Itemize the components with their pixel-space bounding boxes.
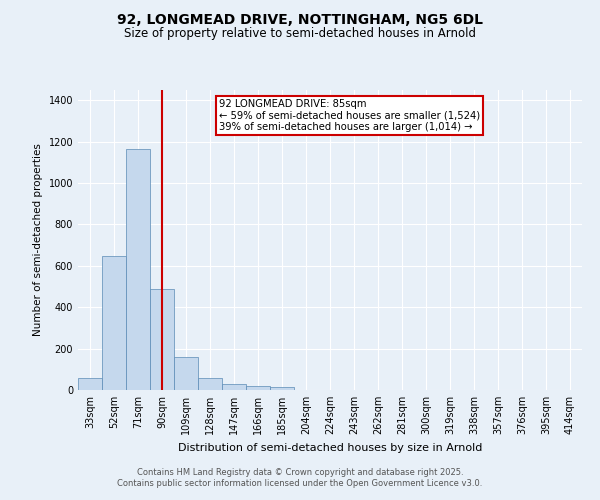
- Bar: [198, 378, 222, 390]
- Text: Contains HM Land Registry data © Crown copyright and database right 2025.
Contai: Contains HM Land Registry data © Crown c…: [118, 468, 482, 487]
- Y-axis label: Number of semi-detached properties: Number of semi-detached properties: [33, 144, 43, 336]
- X-axis label: Distribution of semi-detached houses by size in Arnold: Distribution of semi-detached houses by …: [178, 442, 482, 452]
- Text: 92 LONGMEAD DRIVE: 85sqm
← 59% of semi-detached houses are smaller (1,524)
39% o: 92 LONGMEAD DRIVE: 85sqm ← 59% of semi-d…: [219, 99, 480, 132]
- Bar: [126, 149, 150, 390]
- Bar: [270, 388, 294, 390]
- Bar: [78, 378, 102, 390]
- Bar: [102, 256, 126, 390]
- Bar: [246, 386, 270, 390]
- Text: Size of property relative to semi-detached houses in Arnold: Size of property relative to semi-detach…: [124, 28, 476, 40]
- Bar: [222, 384, 246, 390]
- Bar: [150, 288, 174, 390]
- Bar: [174, 357, 198, 390]
- Text: 92, LONGMEAD DRIVE, NOTTINGHAM, NG5 6DL: 92, LONGMEAD DRIVE, NOTTINGHAM, NG5 6DL: [117, 12, 483, 26]
